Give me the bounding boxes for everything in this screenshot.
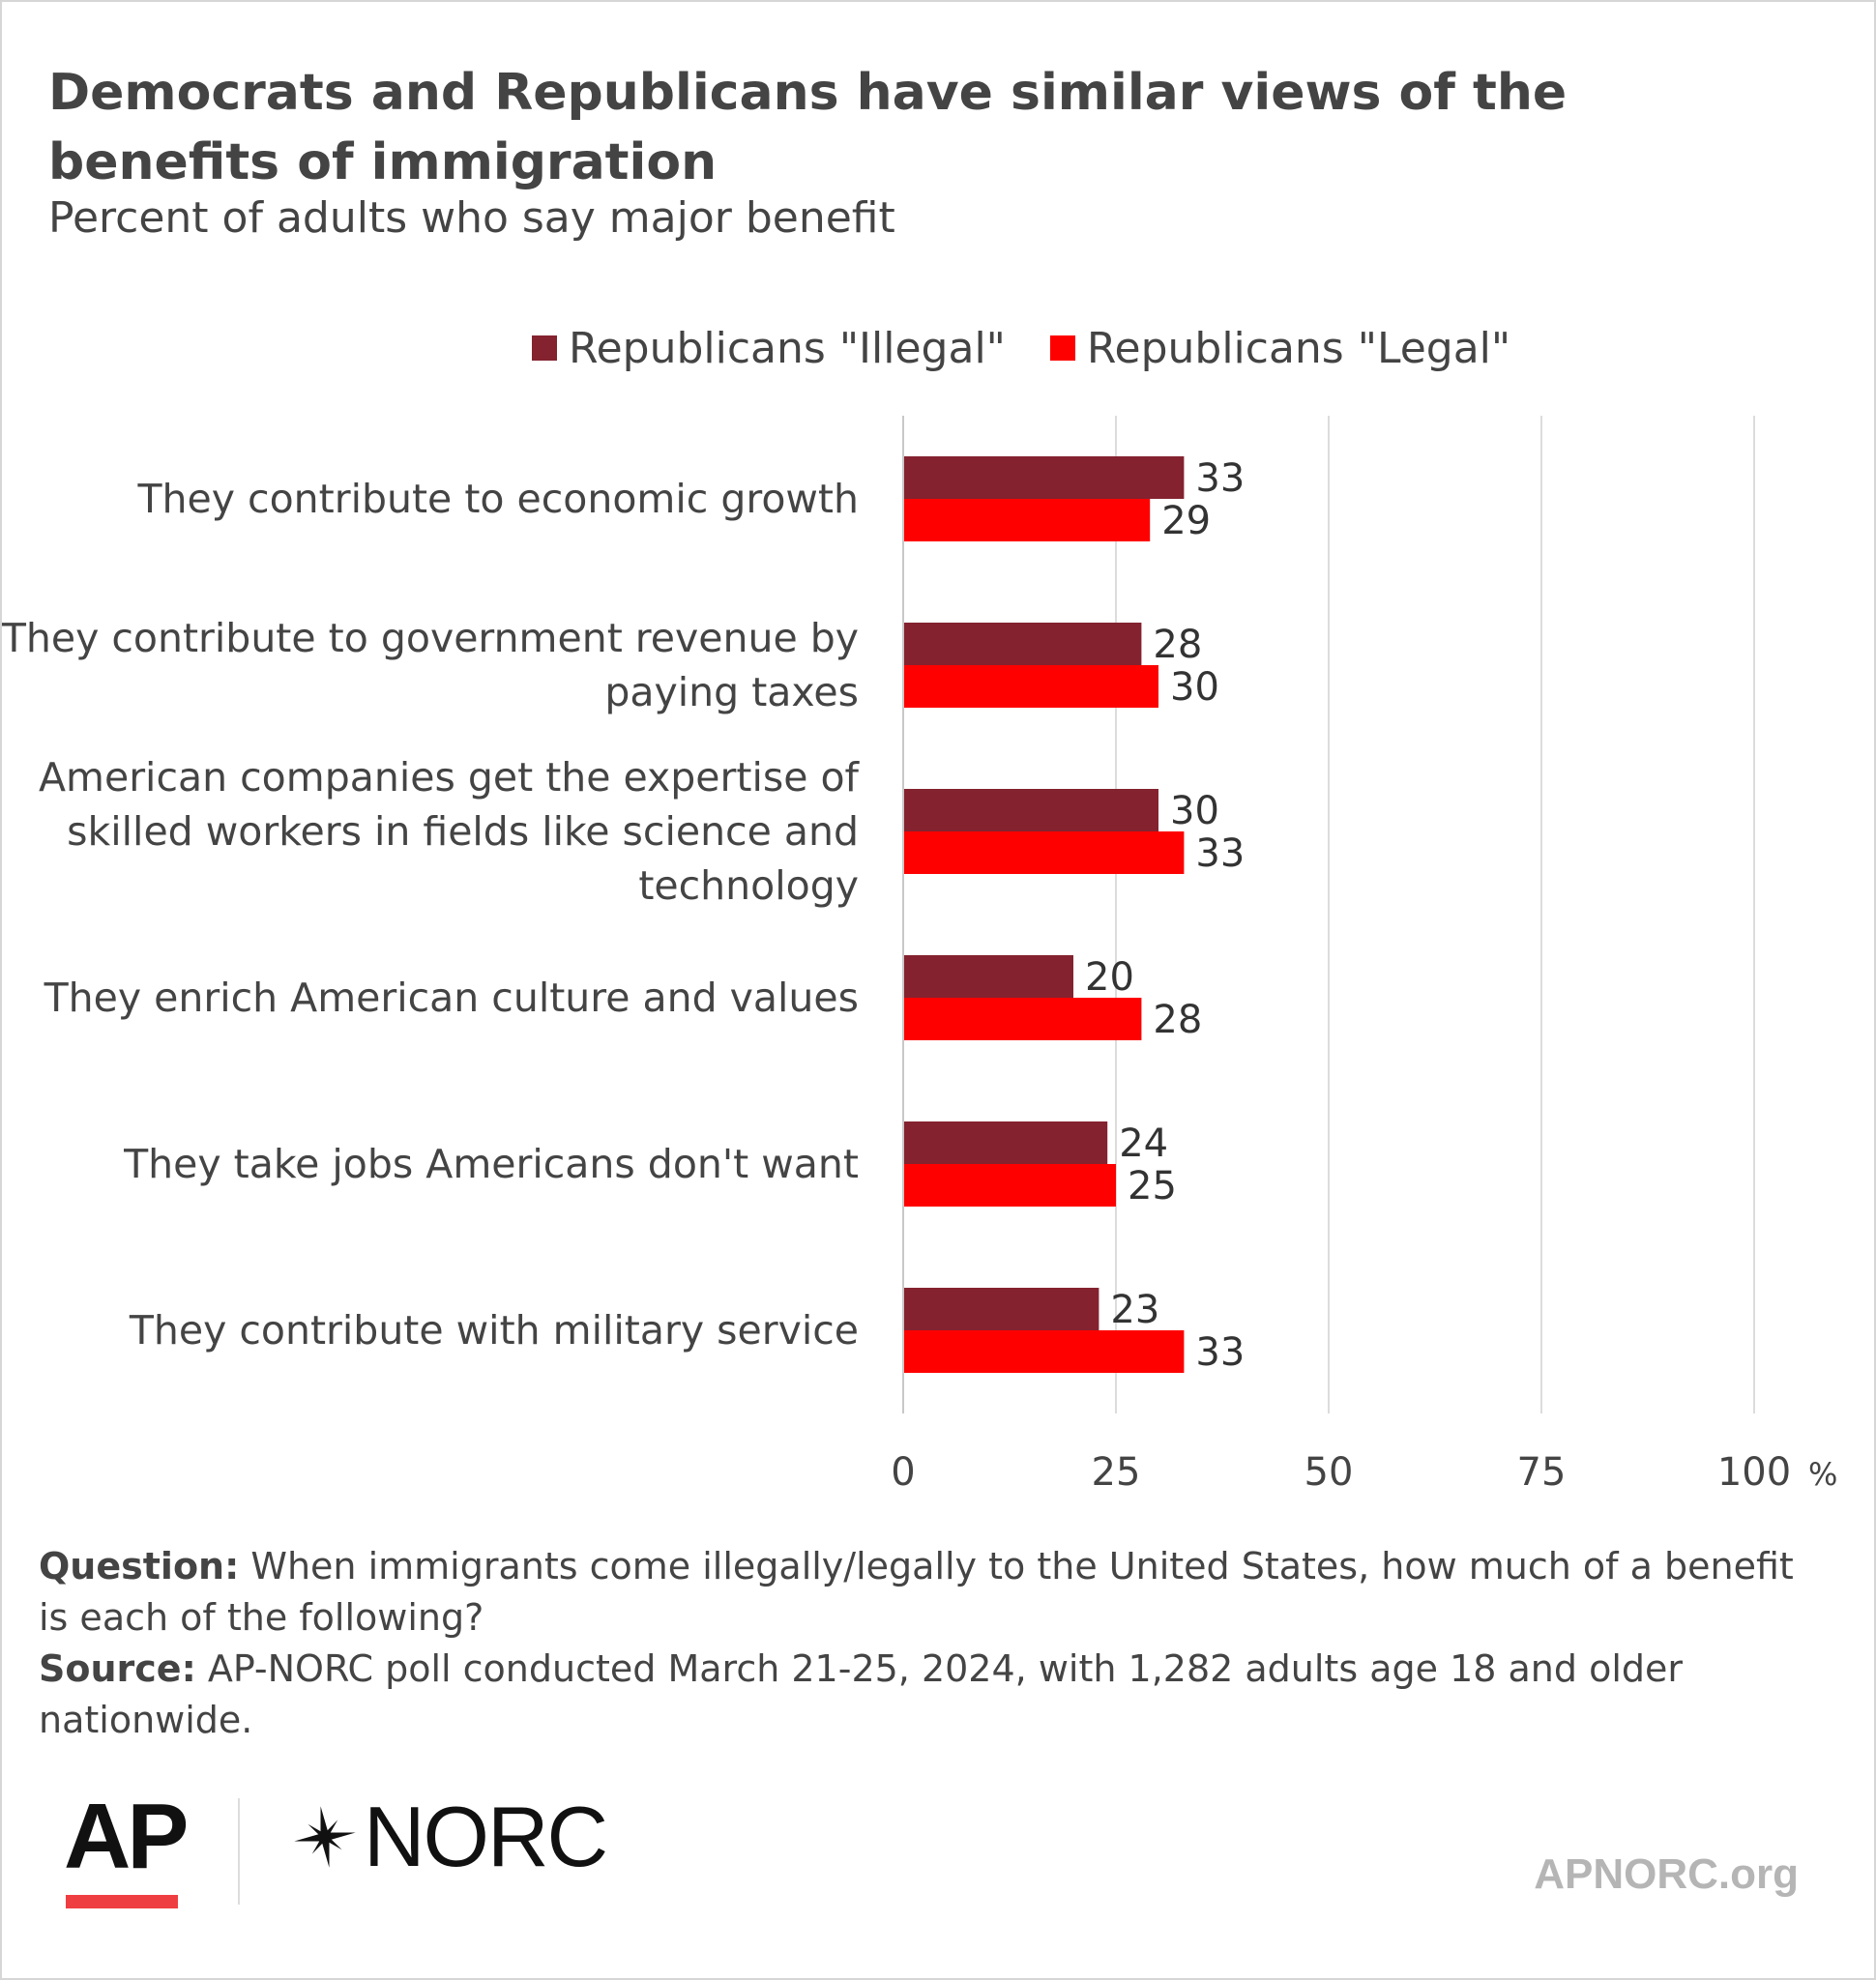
x-tick-label: 25	[1092, 1450, 1141, 1495]
bar-illegal	[903, 1288, 1099, 1330]
norc-logo-text: NORC	[364, 1789, 608, 1884]
category-label: They contribute to economic growth	[136, 476, 859, 522]
bar-illegal	[903, 623, 1142, 665]
bar-legal	[903, 1330, 1185, 1373]
source-label: Source:	[39, 1647, 196, 1690]
legend: Republicans "Illegal" Republicans "Legal…	[532, 321, 1555, 375]
x-tick-label: 50	[1304, 1450, 1354, 1495]
legend-swatch-legal	[1049, 335, 1075, 361]
logo-divider	[238, 1798, 240, 1905]
category-label-line: paying taxes	[604, 669, 859, 715]
category-label: They contribute with military service	[129, 1307, 859, 1354]
data-label: 30	[1170, 665, 1219, 710]
site-url: APNORC.org	[1534, 1850, 1799, 1898]
data-label: 33	[1195, 456, 1245, 501]
data-label: 30	[1170, 789, 1219, 833]
data-label: 28	[1153, 998, 1202, 1042]
bar-legal	[903, 499, 1151, 541]
category-label-line: They take jobs Americans don't want	[123, 1141, 859, 1187]
question-text: When immigrants come illegally/legally t…	[39, 1545, 1794, 1639]
bar-chart: 0 25 50 75 100 % They contribute to economic g…	[2, 416, 1837, 1495]
x-tick-label: 75	[1517, 1450, 1567, 1495]
x-unit-label: %	[1808, 1456, 1837, 1493]
category-label: American companies get the expertise of s…	[39, 754, 861, 909]
category-label-line: They contribute with military service	[129, 1307, 859, 1354]
data-label: 33	[1195, 1330, 1245, 1375]
category-label-line: They contribute to economic growth	[136, 476, 859, 522]
bar-legal	[903, 998, 1142, 1040]
ap-logo-bar	[66, 1895, 178, 1908]
bar-legal	[903, 1164, 1116, 1207]
bar-illegal	[903, 789, 1158, 831]
norc-logo: NORC	[290, 1789, 608, 1885]
category-label-line: technology	[638, 862, 859, 909]
ap-logo: AP	[64, 1785, 189, 1888]
category-label-line: skilled workers in fields like science a…	[67, 808, 859, 855]
norc-star-icon	[294, 1806, 356, 1868]
data-label: 24	[1119, 1121, 1168, 1166]
x-tick-label: 100	[1717, 1450, 1791, 1495]
chart-subtitle: Percent of adults who say major benefit	[48, 193, 895, 243]
data-label: 20	[1085, 955, 1134, 1000]
bar-legal	[903, 831, 1185, 874]
bar-illegal	[903, 1121, 1108, 1164]
category-label: They enrich American culture and values	[44, 975, 859, 1021]
legend-swatch-illegal	[532, 335, 557, 361]
bar-illegal	[903, 456, 1185, 499]
chart-title: Democrats and Republicans have similar v…	[48, 64, 1568, 191]
legend-label-illegal: Republicans "Illegal"	[569, 323, 1006, 373]
x-tick-label: 0	[891, 1450, 915, 1495]
question-note: Question: When immigrants come illegally…	[39, 1541, 1828, 1644]
category-label-line: American companies get the expertise of	[39, 754, 861, 801]
category-label: They contribute to government revenue by…	[2, 615, 859, 715]
data-label: 29	[1161, 499, 1211, 543]
data-label: 25	[1128, 1164, 1177, 1208]
legend-item-legal: Republicans "Legal"	[1049, 323, 1511, 373]
data-label: 23	[1110, 1288, 1159, 1332]
bar-legal	[903, 665, 1158, 708]
source-note: Source: AP-NORC poll conducted March 21-…	[39, 1644, 1828, 1746]
notes: Question: When immigrants come illegally…	[39, 1541, 1828, 1746]
data-label: 28	[1153, 623, 1202, 667]
legend-item-illegal: Republicans "Illegal"	[532, 324, 1006, 373]
data-label: 33	[1195, 831, 1245, 876]
category-label: They take jobs Americans don't want	[123, 1141, 859, 1187]
category-label-line: They enrich American culture and values	[44, 975, 859, 1021]
source-text: AP-NORC poll conducted March 21-25, 2024…	[39, 1647, 1684, 1741]
category-label-line: They contribute to government revenue by	[2, 615, 859, 661]
bar-illegal	[903, 955, 1073, 998]
legend-label-legal: Republicans "Legal"	[1086, 323, 1511, 373]
question-label: Question:	[39, 1545, 240, 1587]
